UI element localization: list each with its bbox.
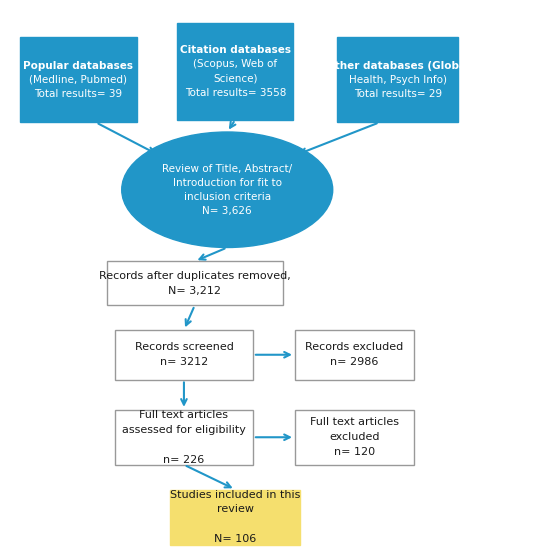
- Text: Records after duplicates removed,: Records after duplicates removed,: [99, 271, 291, 281]
- Text: n= 120: n= 120: [334, 447, 375, 457]
- FancyBboxPatch shape: [295, 410, 414, 465]
- FancyBboxPatch shape: [115, 410, 253, 465]
- FancyBboxPatch shape: [115, 330, 253, 380]
- FancyBboxPatch shape: [337, 37, 458, 123]
- Text: Total results= 29: Total results= 29: [354, 89, 441, 99]
- FancyBboxPatch shape: [177, 23, 293, 120]
- Text: Science): Science): [213, 74, 258, 84]
- Text: (Medline, Pubmed): (Medline, Pubmed): [29, 75, 128, 85]
- Text: Full text articles: Full text articles: [140, 410, 228, 420]
- Text: Health, Psych Info): Health, Psych Info): [348, 75, 447, 85]
- Text: N= 3,626: N= 3,626: [202, 206, 252, 216]
- FancyBboxPatch shape: [170, 490, 300, 544]
- FancyBboxPatch shape: [107, 261, 282, 305]
- Text: inclusion criteria: inclusion criteria: [183, 192, 271, 202]
- Text: Introduction for fit to: Introduction for fit to: [173, 178, 282, 188]
- Text: Other databases (Global: Other databases (Global: [326, 60, 470, 71]
- FancyBboxPatch shape: [295, 330, 414, 380]
- Text: Records screened: Records screened: [135, 342, 233, 352]
- Text: review: review: [217, 504, 254, 514]
- Text: assessed for eligibility: assessed for eligibility: [122, 425, 246, 435]
- Text: Studies included in this: Studies included in this: [170, 490, 300, 499]
- Text: excluded: excluded: [329, 432, 380, 442]
- Text: Citation databases: Citation databases: [180, 46, 291, 56]
- Text: n= 226: n= 226: [163, 455, 204, 465]
- Ellipse shape: [122, 132, 333, 248]
- Text: Total results= 3558: Total results= 3558: [184, 87, 286, 97]
- Text: N= 3,212: N= 3,212: [168, 286, 221, 296]
- Text: n= 2986: n= 2986: [330, 358, 379, 367]
- Text: Total results= 39: Total results= 39: [35, 89, 122, 99]
- Text: (Scopus, Web of: (Scopus, Web of: [193, 59, 278, 69]
- FancyBboxPatch shape: [20, 37, 136, 123]
- Text: N= 106: N= 106: [214, 535, 256, 544]
- Text: Popular databases: Popular databases: [23, 60, 134, 71]
- Text: Records excluded: Records excluded: [305, 342, 404, 352]
- Text: Full text articles: Full text articles: [310, 417, 399, 427]
- Text: Review of Title, Abstract/: Review of Title, Abstract/: [162, 164, 292, 174]
- Text: n= 3212: n= 3212: [160, 358, 208, 367]
